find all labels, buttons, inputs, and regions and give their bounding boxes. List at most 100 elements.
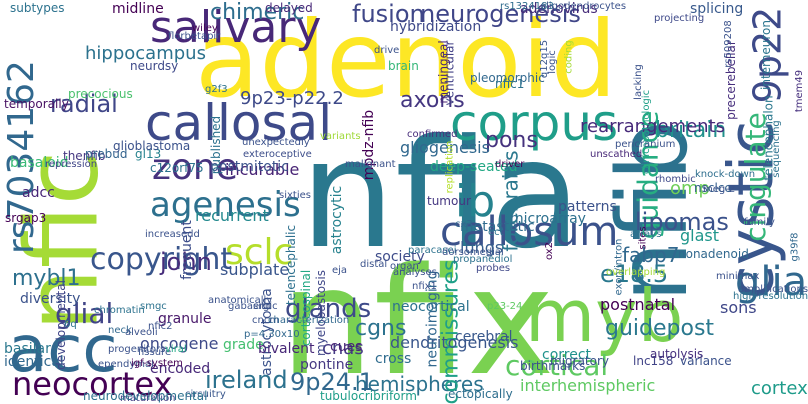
cloud-word: circuitry xyxy=(185,389,226,400)
cloud-word: hybridization xyxy=(390,19,482,35)
cloud-word: cnas xyxy=(322,338,364,359)
cloud-word: drive xyxy=(374,45,400,56)
cloud-word: smgc xyxy=(140,301,167,312)
cloud-word: sixties xyxy=(279,190,311,201)
cloud-word: unscathed xyxy=(590,149,643,160)
cloud-word: postnatal xyxy=(600,295,676,314)
cloud-word: nonadenoid xyxy=(678,247,749,261)
cloud-word: tumour xyxy=(427,194,471,208)
cloud-word: adenovirus xyxy=(520,1,598,17)
cloud-word: deep-seated xyxy=(430,159,518,175)
cloud-word: sclc xyxy=(225,232,294,273)
cloud-word: rs509208 xyxy=(722,20,734,68)
cloud-word: brain xyxy=(388,59,419,73)
cloud-word: pericranium xyxy=(615,139,676,150)
cloud-word: unexpectedly xyxy=(242,137,310,148)
cloud-word: nfix xyxy=(280,236,555,404)
cloud-word: dorsomedial xyxy=(442,247,504,258)
cloud-word: oligodendrocytes xyxy=(540,1,627,12)
cloud-word: driver xyxy=(495,159,525,170)
cloud-word: fusion xyxy=(352,0,425,28)
cloud-word: gliogenesis xyxy=(400,138,490,157)
cloud-word: ireland xyxy=(205,366,288,394)
cloud-word: nfia xyxy=(300,108,582,282)
cloud-word: cx3 xyxy=(455,219,473,230)
cloud-word: sequencing xyxy=(770,120,782,178)
cloud-word: telencephalic xyxy=(284,224,299,306)
cloud-word: organ xyxy=(390,261,419,272)
cloud-word: distal xyxy=(360,259,388,270)
cloud-word: neck xyxy=(108,325,132,336)
cloud-word: axons xyxy=(400,88,465,113)
cloud-word: neocortical xyxy=(392,299,470,315)
cloud-word: rearrangements xyxy=(580,116,725,137)
cloud-word: confirmed xyxy=(407,129,458,140)
cloud-word: nsclcc xyxy=(694,181,731,195)
cloud-word: zone xyxy=(152,147,238,188)
cloud-word: ependymal xyxy=(98,359,154,370)
cloud-word: 9p24.1 xyxy=(290,368,374,396)
cloud-word: grade xyxy=(223,337,264,353)
cloud-word: exteroceptive xyxy=(243,149,312,160)
cloud-word: delayed xyxy=(265,1,313,15)
cloud-word: c12orf75 xyxy=(150,161,204,175)
cloud-word: situ xyxy=(253,301,272,312)
cloud-word: chromatin xyxy=(94,305,145,316)
cloud-word: britain xyxy=(655,118,727,143)
cloud-word: encoded xyxy=(150,361,211,377)
cloud-word: high-resolution xyxy=(733,291,808,302)
cloud-word: tubulocribriform xyxy=(320,389,417,403)
cloud-word: progenitors xyxy=(108,344,166,355)
cloud-word: migratory xyxy=(550,354,610,368)
cloud-word: cncm xyxy=(252,315,280,326)
cloud-word: astrocytic xyxy=(329,185,346,255)
cloud-word: adcc xyxy=(22,185,55,201)
cloud-word: p=4.30x10 xyxy=(244,329,300,340)
cloud-word: cgns xyxy=(355,316,407,341)
cloud-word: replication xyxy=(443,140,455,193)
cloud-word: fissure xyxy=(138,347,172,358)
cloud-word: ectopically xyxy=(448,387,513,401)
cloud-word: cortical xyxy=(505,349,609,382)
cloud-word: published xyxy=(209,115,224,175)
cloud-word: splicing xyxy=(690,1,744,17)
cloud-word: family xyxy=(744,217,775,228)
cloud-word: g2f3 xyxy=(205,84,228,95)
cloud-word: nfic1 xyxy=(495,77,525,91)
cloud-word: glast xyxy=(680,226,720,245)
cloud-word: variance xyxy=(680,354,732,368)
cloud-word: basilar xyxy=(4,341,51,357)
cloud-word: ib xyxy=(455,176,496,227)
cloud-word: precocious xyxy=(68,87,133,101)
cloud-word: temporally xyxy=(4,97,69,111)
cloud-word: corticospinal xyxy=(299,269,314,347)
cloud-word: rhombic xyxy=(655,174,696,185)
cloud-word: arrays xyxy=(630,229,662,240)
cloud-word: propanediol xyxy=(453,254,513,265)
cloud-word: meg-2 xyxy=(703,184,736,195)
cloud-word: dendritogenesis xyxy=(390,333,519,352)
cloud-word: neocortex xyxy=(12,365,173,403)
cloud-word: 6q xyxy=(64,319,77,330)
cloud-word: maturation xyxy=(120,393,176,404)
cloud-word: diversity xyxy=(20,291,81,307)
cloud-word: mybl1 xyxy=(12,266,81,291)
cloud-word: lnc158 xyxy=(633,354,674,368)
cloud-word: glia xyxy=(735,259,808,305)
cloud-word: correct xyxy=(542,347,592,363)
cloud-word: nfic2 xyxy=(148,321,173,332)
cloud-word: nfix1 xyxy=(412,281,437,292)
cloud-word: 9p23-p22.2 xyxy=(240,88,344,109)
cloud-word: neurogenesis xyxy=(420,0,581,28)
cloud-word: hemispheres xyxy=(355,372,484,396)
cloud-word: gabaergic xyxy=(228,301,278,312)
cloud-word: malignant xyxy=(345,159,396,170)
cloud-word: microarray xyxy=(510,211,586,227)
cloud-word: clinicopathologic xyxy=(641,89,653,175)
cloud-word: neurdsy xyxy=(130,59,179,73)
cloud-word: subtypes xyxy=(10,1,65,15)
cloud-word: corpus xyxy=(450,94,619,152)
cloud-word: characterization xyxy=(268,315,350,326)
cloud-word: rs1324183 xyxy=(500,1,554,12)
cloud-word: prebud xyxy=(85,147,128,161)
